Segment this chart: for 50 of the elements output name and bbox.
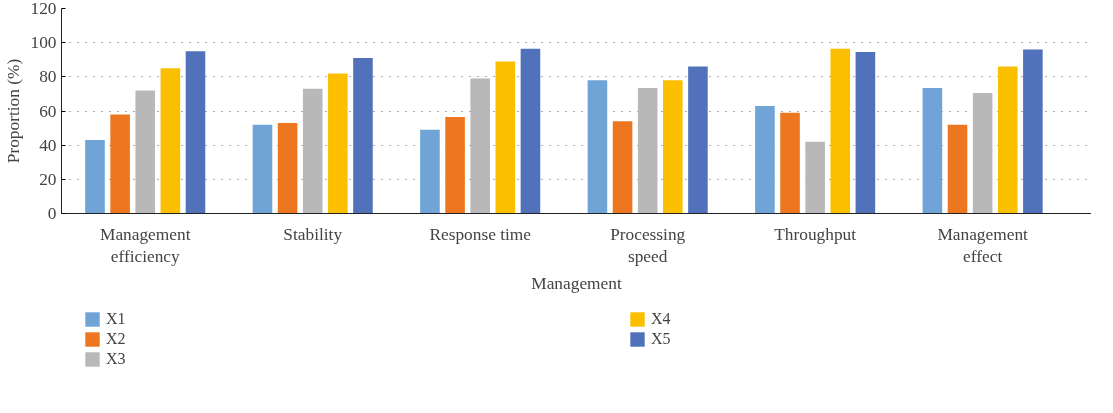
bar	[663, 80, 683, 214]
bar	[353, 58, 373, 214]
x-tick-label: Processing speed	[610, 224, 686, 267]
bar	[277, 122, 298, 214]
legend-label: X3	[106, 350, 127, 368]
bar	[587, 80, 608, 214]
bar	[252, 124, 273, 214]
bar	[830, 48, 851, 214]
x-tick-label: Throughput	[774, 224, 857, 244]
bar	[160, 68, 181, 214]
y-tick-label: 100	[30, 33, 57, 53]
bar	[302, 88, 323, 214]
legend-label: X4	[651, 310, 672, 328]
bar	[805, 141, 825, 214]
x-tick-label: Response time	[429, 224, 532, 244]
bar	[135, 90, 156, 214]
y-tick-label: 40	[39, 135, 57, 155]
bar	[445, 116, 465, 214]
y-tick-label: 0	[47, 204, 57, 223]
bar	[495, 61, 516, 214]
bar	[997, 66, 1018, 214]
bar	[755, 105, 775, 214]
y-tick-label: 80	[39, 67, 57, 87]
bar	[520, 48, 541, 214]
legend-label: X2	[106, 330, 127, 348]
y-axis-title: Proportion (%)	[3, 58, 23, 164]
y-tick-label: 20	[39, 169, 57, 189]
bar	[972, 93, 993, 214]
bar	[688, 66, 708, 214]
bar	[637, 87, 658, 214]
legend-label: X5	[651, 330, 672, 348]
bar	[470, 78, 490, 214]
bar	[922, 87, 943, 214]
bar	[855, 52, 876, 214]
x-tick-label: Stability	[283, 224, 343, 244]
bar	[110, 114, 130, 214]
x-tick-label: Management effect	[937, 224, 1029, 267]
bar	[1023, 49, 1043, 214]
bar	[420, 129, 440, 214]
x-tick-label: Management efficiency	[100, 224, 191, 267]
bar	[85, 140, 105, 214]
bar	[947, 124, 968, 214]
y-tick-label: 120	[30, 0, 57, 18]
legend-label: X1	[106, 310, 127, 328]
bar	[780, 112, 800, 214]
bar	[185, 51, 206, 214]
y-tick-label: 60	[39, 101, 57, 121]
x-axis-title: Management	[531, 274, 622, 294]
bar	[612, 121, 633, 214]
bar	[328, 73, 348, 214]
